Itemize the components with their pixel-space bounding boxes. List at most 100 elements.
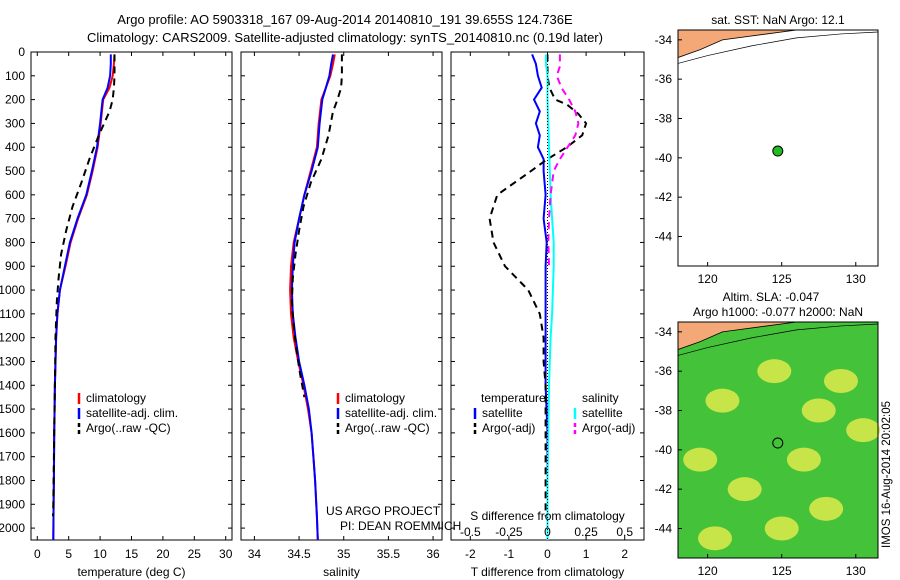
y-tick-label: 1900	[0, 497, 25, 511]
series-line	[547, 54, 580, 267]
legend-label: satellite	[482, 406, 523, 420]
y-tick-label: 1000	[0, 283, 25, 297]
map-y-tick-label: -34	[655, 33, 673, 47]
sla-anomaly-patch	[801, 398, 836, 423]
sst-map-title: sat. SST: NaN Argo: 12.1	[711, 13, 845, 27]
series-line	[488, 54, 588, 517]
y-tick-label: 1600	[0, 426, 25, 440]
sla-anomaly-patch	[757, 359, 792, 384]
argo-float-marker	[772, 145, 784, 157]
y-tick-label: 400	[5, 140, 25, 154]
x-tick-label: 10	[93, 547, 107, 561]
sla-anomaly-patch	[846, 418, 881, 443]
map-x-tick-label: 120	[698, 564, 718, 578]
y-tick-label: 800	[5, 235, 25, 249]
y-tick-label: 1200	[0, 331, 25, 345]
plot-frame	[30, 51, 233, 541]
s-tick-label: -0.5	[460, 525, 481, 539]
legend-label: satellite-adj. clim.	[86, 406, 178, 420]
x-tick-label: 5	[65, 547, 72, 561]
y-tick-label: 1300	[0, 354, 25, 368]
series-line	[290, 54, 343, 398]
map-x-tick-label: 130	[846, 564, 866, 578]
project-credit: US ARGO PROJECT	[326, 504, 441, 518]
map-x-tick-label: 125	[772, 564, 792, 578]
y-tick-label: 900	[5, 259, 25, 273]
map-y-tick-label: -36	[655, 72, 673, 86]
series-line	[52, 54, 116, 541]
argo-float-marker	[772, 437, 784, 449]
map-y-tick-label: -38	[655, 112, 673, 126]
legend-label: Argo(..raw -QC)	[86, 421, 171, 435]
sla-anomaly-patch	[698, 526, 733, 551]
y-tick-label: 300	[5, 116, 25, 130]
y-tick-label: 600	[5, 188, 25, 202]
series-line	[531, 54, 549, 540]
sla-anomaly-patch	[809, 496, 844, 521]
sla-anomaly-patch	[823, 369, 858, 393]
sla-anomaly-patch	[764, 516, 799, 541]
x-tick-label: 35.5	[377, 547, 401, 561]
figure-title-line2: Climatology: CARS2009. Satellite-adjuste…	[87, 30, 603, 45]
x-tick-label: 0	[544, 547, 551, 561]
x-tick-label: 34	[248, 547, 262, 561]
x-tick-label: 15	[125, 547, 139, 561]
sla-map-panel: -34 -36 -38 -40 -42 -44 120 125 130 Altim. SLA: -…	[655, 290, 881, 578]
y-tick-label: 200	[5, 93, 25, 107]
x-tick-label: 34.5	[287, 547, 311, 561]
x-axis-label: T difference from climatology	[471, 565, 625, 579]
x-tick-label: 0	[34, 547, 41, 561]
y-tick-label: 700	[5, 212, 25, 226]
x-tick-label: -2	[465, 547, 476, 561]
map-y-tick-label: -44	[655, 522, 673, 536]
map-y-tick-label: -40	[655, 151, 673, 165]
legend-label: climatology	[86, 391, 146, 405]
y-tick-label: 1100	[0, 307, 25, 321]
sla-map-title-line1: Altim. SLA: -0.047	[723, 290, 820, 304]
y-tick-label: 1800	[0, 473, 25, 487]
map-y-tick-label: -42	[655, 482, 673, 496]
x-tick-label: 30	[219, 547, 233, 561]
legend-label: Argo(-adj)	[582, 421, 635, 435]
y-tick-label: 1500	[0, 402, 25, 416]
sla-anomaly-patch	[786, 447, 821, 472]
x-tick-label: 25	[188, 547, 202, 561]
y-tick-label: 1400	[0, 378, 25, 392]
y-tick-label: 0	[18, 45, 25, 59]
legend-title: temperature	[481, 391, 546, 405]
series-line	[290, 54, 334, 541]
legend-label: Argo(-adj)	[482, 421, 535, 435]
map-x-tick-label: 120	[698, 272, 718, 286]
x-tick-label: 1	[583, 547, 590, 561]
s-tick-label: 0.5	[616, 525, 633, 539]
legend-label: satellite-adj. clim.	[345, 406, 437, 420]
temperature-profile-panel: 0100200300400500600700800900100011001200…	[0, 45, 233, 579]
difference-profile-panel: -2 -1 0 1 2 T difference from climatology -0.5…	[450, 51, 645, 579]
map-y-tick-label: -38	[655, 404, 673, 418]
shelf-contour	[677, 323, 879, 356]
map-frame	[677, 29, 879, 267]
x-tick-label: 36	[426, 547, 440, 561]
x-axis-label: salinity	[323, 565, 360, 579]
map-y-tick-label: -42	[655, 190, 673, 204]
map-y-tick-label: -44	[655, 230, 673, 244]
shelf-contour	[677, 31, 879, 64]
s-axis-label: S difference from climatology	[470, 509, 625, 523]
map-x-tick-label: 130	[846, 272, 866, 286]
sla-anomaly-patch	[683, 447, 718, 472]
sla-anomaly-patch	[727, 477, 762, 502]
s-tick-label: 0.25	[574, 525, 598, 539]
plot-frame	[240, 51, 443, 541]
map-frame	[677, 321, 879, 559]
map-y-tick-label: -34	[655, 325, 673, 339]
map-x-tick-label: 125	[772, 272, 792, 286]
legend-label: satellite	[582, 406, 623, 420]
x-tick-label: 35	[337, 547, 351, 561]
x-tick-label: 20	[156, 547, 170, 561]
x-tick-label: -1	[504, 547, 515, 561]
series-line	[545, 54, 555, 540]
salinity-profile-panel: 34 34.5 35 35.5 36 salinity climatologysatelli…	[240, 51, 443, 579]
map-y-tick-label: -36	[655, 364, 673, 378]
series-line	[289, 54, 336, 541]
